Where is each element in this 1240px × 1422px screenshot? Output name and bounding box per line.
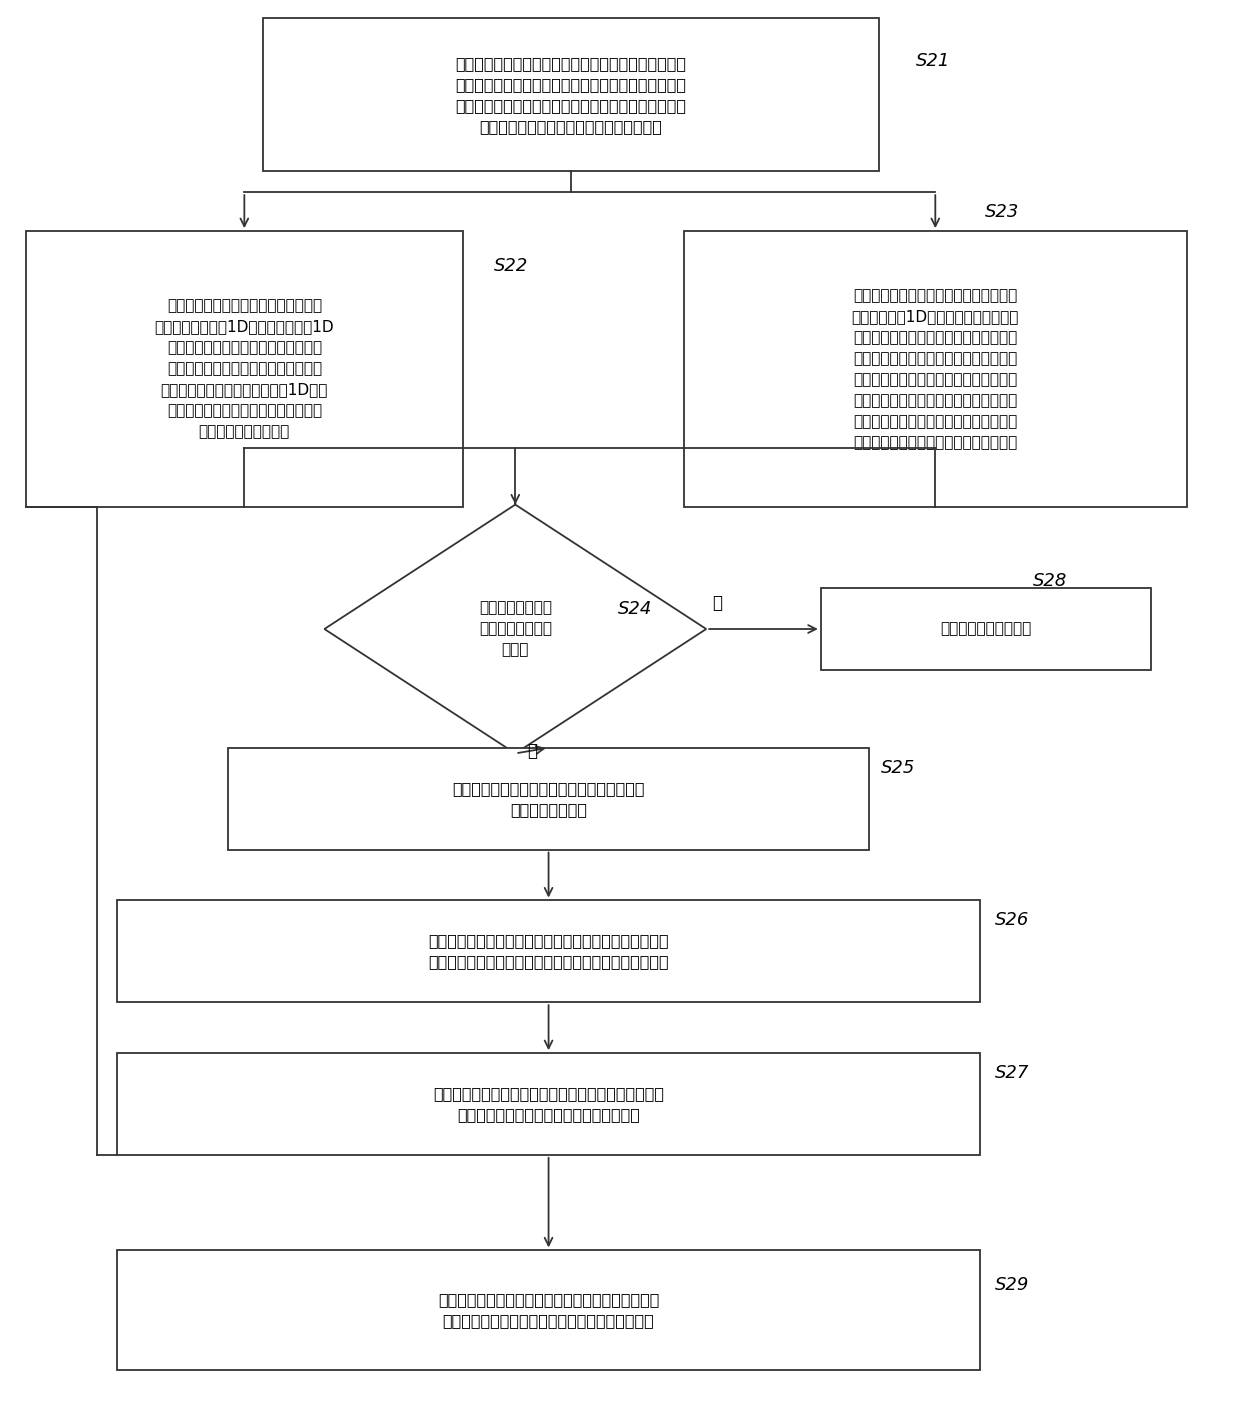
Bar xyxy=(228,748,869,849)
Text: S28: S28 xyxy=(1033,572,1066,590)
Text: 终端从网络设备接收激活集更新消息，并根据激活集更
新消息将切换前的服务小区从激活集内删除: 终端从网络设备接收激活集更新消息，并根据激活集更 新消息将切换前的服务小区从激活… xyxy=(433,1086,665,1122)
Polygon shape xyxy=(325,505,707,754)
Text: 终端判断是否在预
定时间内接收到切
换命令: 终端判断是否在预 定时间内接收到切 换命令 xyxy=(479,600,552,657)
Text: S21: S21 xyxy=(915,51,950,70)
Text: S27: S27 xyxy=(994,1064,1029,1082)
Bar xyxy=(118,900,980,1003)
Text: 终端向网络设备发送响应切换命令的切换完成消息，以使
得网络设备根据切换完成消息确认终端完成服务小区切换: 终端向网络设备发送响应切换命令的切换完成消息，以使 得网络设备根据切换完成消息确… xyxy=(428,933,668,970)
Bar xyxy=(821,589,1151,670)
Text: 否: 否 xyxy=(712,594,723,611)
Text: S29: S29 xyxy=(994,1276,1029,1294)
Text: S24: S24 xyxy=(618,600,652,619)
Text: S25: S25 xyxy=(882,758,915,776)
Text: S26: S26 xyxy=(994,912,1029,929)
Text: 如果在预定时间内终端判断出任一小区触发同频测量
事件，则进行终端向网络设备上报测量报告的步骤: 如果在预定时间内终端判断出任一小区触发同频测量 事件，则进行终端向网络设备上报测… xyxy=(438,1293,660,1328)
Bar xyxy=(684,230,1187,506)
Text: 根据切换命令利用目标小区的资源到目标小区
进行服务小区切换: 根据切换命令利用目标小区的资源到目标小区 进行服务小区切换 xyxy=(453,781,645,816)
Text: 若终端根据每个小区的信道测量值判断
任一候选小区触发1D事件，确定触发1D
事件的候选小区为目标小区，向网络设
备上报测量报告并监听目标小区，以使
网络设备根据: 若终端根据每个小区的信道测量值判断 任一候选小区触发1D事件，确定触发1D 事件… xyxy=(155,299,334,439)
Bar xyxy=(263,18,879,171)
Text: S23: S23 xyxy=(985,203,1019,220)
Text: 终端停止监听指定小区: 终端停止监听指定小区 xyxy=(940,621,1032,637)
Bar xyxy=(118,1054,980,1155)
Text: 是: 是 xyxy=(528,742,538,759)
Text: 若终端根据每个小区的信道测量值判断任
一小区触发除1D事件外的其它同频测量
事件，根据预设规则从信道测量值高于服
务小区的候选小区中选择指定小区，向网
络设备上: 若终端根据每个小区的信道测量值判断任 一小区触发除1D事件外的其它同频测量 事件… xyxy=(852,287,1019,449)
Text: 终端接收网络设备发送的测量控制消息，测量测量控制
消息中所指示的待测小区得到每个小区的信道测量值，
其中，待测小区至少包括激活集内的候选小区，候选小
区为至少一: 终端接收网络设备发送的测量控制消息，测量测量控制 消息中所指示的待测小区得到每个… xyxy=(455,55,686,134)
Text: S22: S22 xyxy=(495,257,528,274)
Bar xyxy=(26,230,463,506)
Bar xyxy=(118,1250,980,1371)
